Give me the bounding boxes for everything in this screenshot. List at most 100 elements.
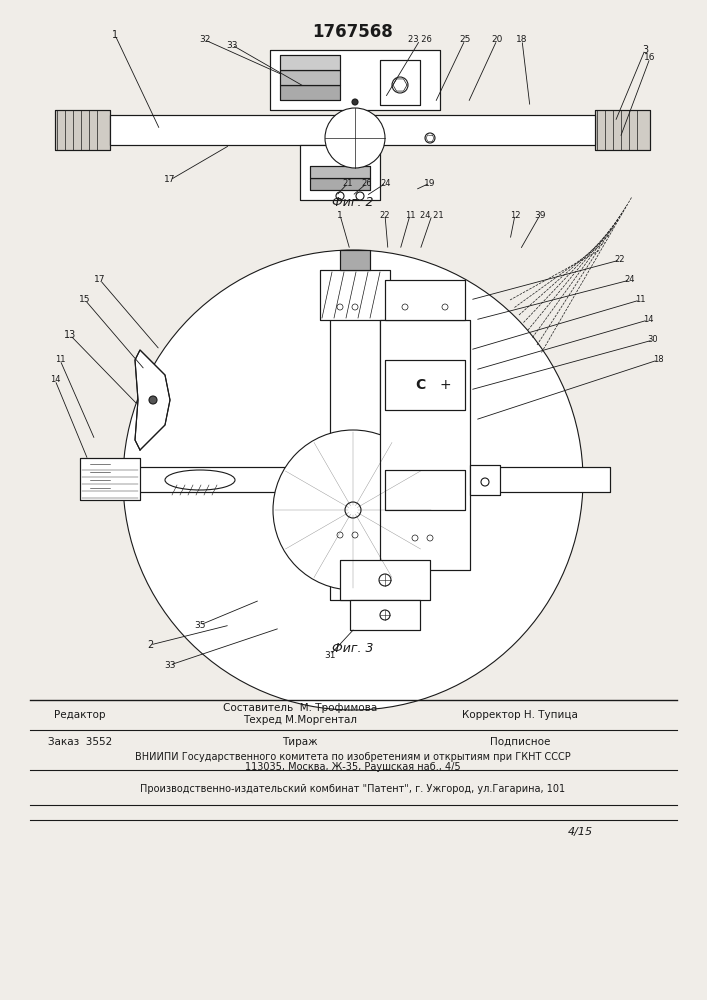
Bar — [350, 600, 420, 630]
Bar — [80, 458, 140, 500]
Text: 15: 15 — [79, 296, 90, 304]
Text: 3: 3 — [642, 45, 648, 55]
Bar — [300, 145, 380, 200]
Bar — [340, 560, 430, 600]
Text: 30: 30 — [648, 336, 658, 344]
Text: Редактор: Редактор — [54, 710, 106, 720]
Bar — [380, 60, 420, 105]
Bar — [330, 300, 380, 600]
Bar — [280, 70, 340, 85]
Text: 1: 1 — [112, 30, 118, 40]
Circle shape — [352, 99, 358, 105]
Circle shape — [149, 396, 157, 404]
Bar — [380, 60, 420, 105]
Circle shape — [442, 304, 448, 310]
Text: 17: 17 — [94, 275, 106, 284]
Text: 14: 14 — [643, 316, 653, 324]
Text: 39: 39 — [534, 211, 546, 220]
Text: 13: 13 — [64, 330, 76, 340]
Bar — [380, 320, 470, 570]
Text: 11: 11 — [635, 296, 645, 304]
Text: 2: 2 — [147, 640, 153, 650]
Bar — [280, 85, 340, 100]
Bar — [100, 467, 610, 492]
Bar — [280, 85, 340, 100]
Polygon shape — [135, 350, 170, 450]
Bar — [385, 470, 465, 510]
Bar — [320, 270, 390, 320]
Bar — [100, 467, 610, 492]
Circle shape — [481, 478, 489, 486]
Bar — [470, 465, 500, 495]
Text: 24: 24 — [625, 275, 636, 284]
Text: 1: 1 — [337, 211, 343, 220]
Bar — [80, 458, 140, 500]
Circle shape — [380, 610, 390, 620]
Text: 24 21: 24 21 — [420, 211, 444, 220]
Circle shape — [336, 192, 344, 200]
Text: 14: 14 — [49, 375, 60, 384]
Text: 4/15: 4/15 — [568, 827, 592, 837]
Bar — [385, 360, 465, 410]
Bar — [310, 166, 370, 178]
Circle shape — [352, 304, 358, 310]
Text: 25: 25 — [460, 35, 471, 44]
Bar — [595, 110, 650, 150]
Text: +: + — [439, 378, 451, 392]
Text: ВНИИПИ Государственного комитета по изобретениям и открытиям при ГКНТ СССР: ВНИИПИ Государственного комитета по изоб… — [135, 752, 571, 762]
Bar — [385, 280, 465, 320]
Text: 11: 11 — [404, 211, 415, 220]
Text: Фиг. 2: Фиг. 2 — [332, 196, 374, 209]
Text: Подписное: Подписное — [490, 737, 550, 747]
Circle shape — [425, 133, 435, 143]
Circle shape — [337, 532, 343, 538]
Text: 20: 20 — [491, 35, 503, 44]
Text: 12: 12 — [510, 211, 520, 220]
Bar — [270, 50, 440, 110]
Bar — [300, 145, 380, 200]
Bar — [280, 55, 340, 70]
Bar — [330, 300, 380, 600]
Text: C: C — [415, 378, 425, 392]
Bar — [595, 110, 650, 150]
Circle shape — [402, 304, 408, 310]
Text: 113035, Москва, Ж-35, Раушская наб., 4/5: 113035, Москва, Ж-35, Раушская наб., 4/5 — [245, 762, 461, 772]
Bar — [55, 110, 110, 150]
Circle shape — [379, 574, 391, 586]
Bar — [340, 560, 430, 600]
Text: Техред М.Моргентал: Техред М.Моргентал — [243, 715, 357, 725]
Bar — [310, 166, 370, 178]
Text: Составитель  М. Трофимова: Составитель М. Трофимова — [223, 703, 377, 713]
Bar — [310, 178, 370, 190]
Text: Фиг. 3: Фиг. 3 — [332, 642, 374, 654]
Bar — [320, 270, 390, 320]
Text: 18: 18 — [653, 356, 663, 364]
Text: 23 26: 23 26 — [408, 35, 432, 44]
Text: 22: 22 — [380, 211, 390, 220]
Circle shape — [273, 430, 433, 590]
Circle shape — [352, 532, 358, 538]
Text: 16: 16 — [644, 53, 656, 62]
Text: 17: 17 — [164, 176, 176, 184]
Bar — [470, 465, 500, 495]
Bar — [280, 70, 340, 85]
Bar — [110, 115, 595, 145]
Bar — [385, 470, 465, 510]
Bar — [270, 50, 440, 110]
Bar — [280, 55, 340, 70]
Text: 33: 33 — [164, 660, 176, 670]
Text: 31: 31 — [325, 650, 336, 660]
Circle shape — [356, 192, 364, 200]
Bar — [385, 360, 465, 410]
Bar — [340, 250, 370, 270]
Bar — [385, 280, 465, 320]
Text: 21: 21 — [343, 178, 354, 188]
Bar — [350, 600, 420, 630]
Text: Корректор Н. Тупица: Корректор Н. Тупица — [462, 710, 578, 720]
Text: 22: 22 — [615, 255, 625, 264]
Text: 18: 18 — [516, 35, 527, 44]
Text: 24: 24 — [381, 178, 391, 188]
Circle shape — [345, 502, 361, 518]
Text: Заказ  3552: Заказ 3552 — [48, 737, 112, 747]
Circle shape — [392, 77, 408, 93]
